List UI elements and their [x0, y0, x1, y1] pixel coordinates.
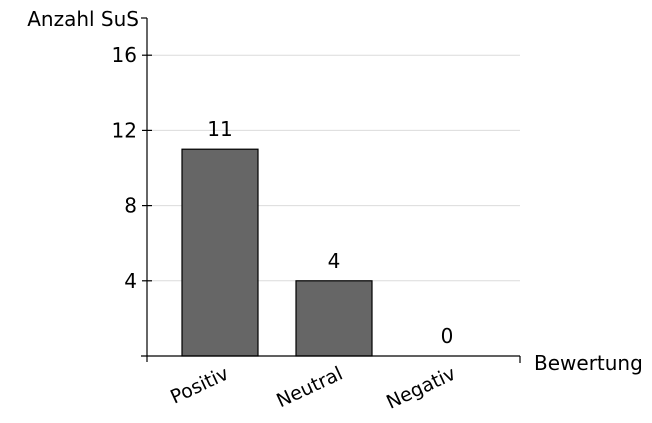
data-label-negativ: 0	[441, 324, 454, 348]
bar-neutral	[295, 280, 373, 357]
y-tick-label-8: 8	[124, 194, 137, 218]
bar-positiv	[181, 148, 259, 357]
data-label-neutral: 4	[328, 249, 341, 273]
x-tick-label-positiv: Positiv	[167, 363, 232, 409]
x-axis-title: Bewertung	[534, 351, 643, 375]
data-label-positiv: 11	[207, 117, 232, 141]
x-tick-label-negativ: Negativ	[383, 363, 459, 414]
y-ticks: 4 8 12 16	[112, 43, 152, 293]
y-tick-label-4: 4	[124, 269, 137, 293]
bars	[181, 148, 373, 357]
y-tick-label-16: 16	[112, 43, 137, 67]
axes	[141, 17, 521, 363]
y-axis-title: Anzahl SuS	[27, 7, 139, 31]
x-tick-label-neutral: Neutral	[273, 363, 346, 413]
y-tick-label-12: 12	[112, 118, 137, 142]
